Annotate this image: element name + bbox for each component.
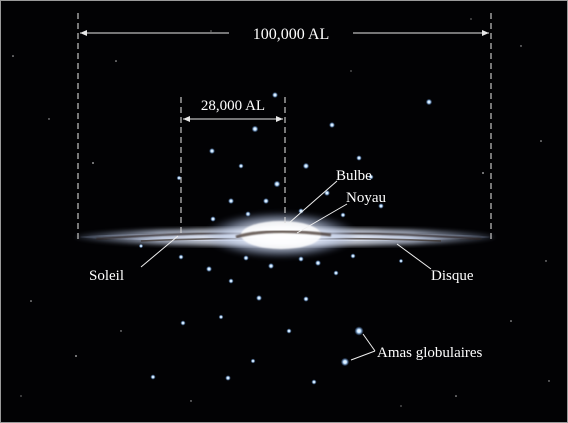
outer-dimension-label: 100,000 AL [253, 26, 329, 43]
label-soleil: Soleil [89, 268, 124, 284]
leader-lines [140, 180, 432, 361]
label-noyau: Noyau [346, 190, 386, 206]
outer-dimension: 100,000 AL [77, 13, 492, 241]
inner-dimension: 28,000 AL [180, 97, 286, 236]
label-disque: Disque [431, 268, 474, 284]
central-bulge [203, 211, 359, 259]
label-amas-globulaires: Amas globulaires [377, 345, 483, 361]
background-stars [12, 18, 550, 407]
inner-dimension-label: 28,000 AL [201, 98, 265, 114]
label-bulbe: Bulbe [336, 168, 372, 184]
